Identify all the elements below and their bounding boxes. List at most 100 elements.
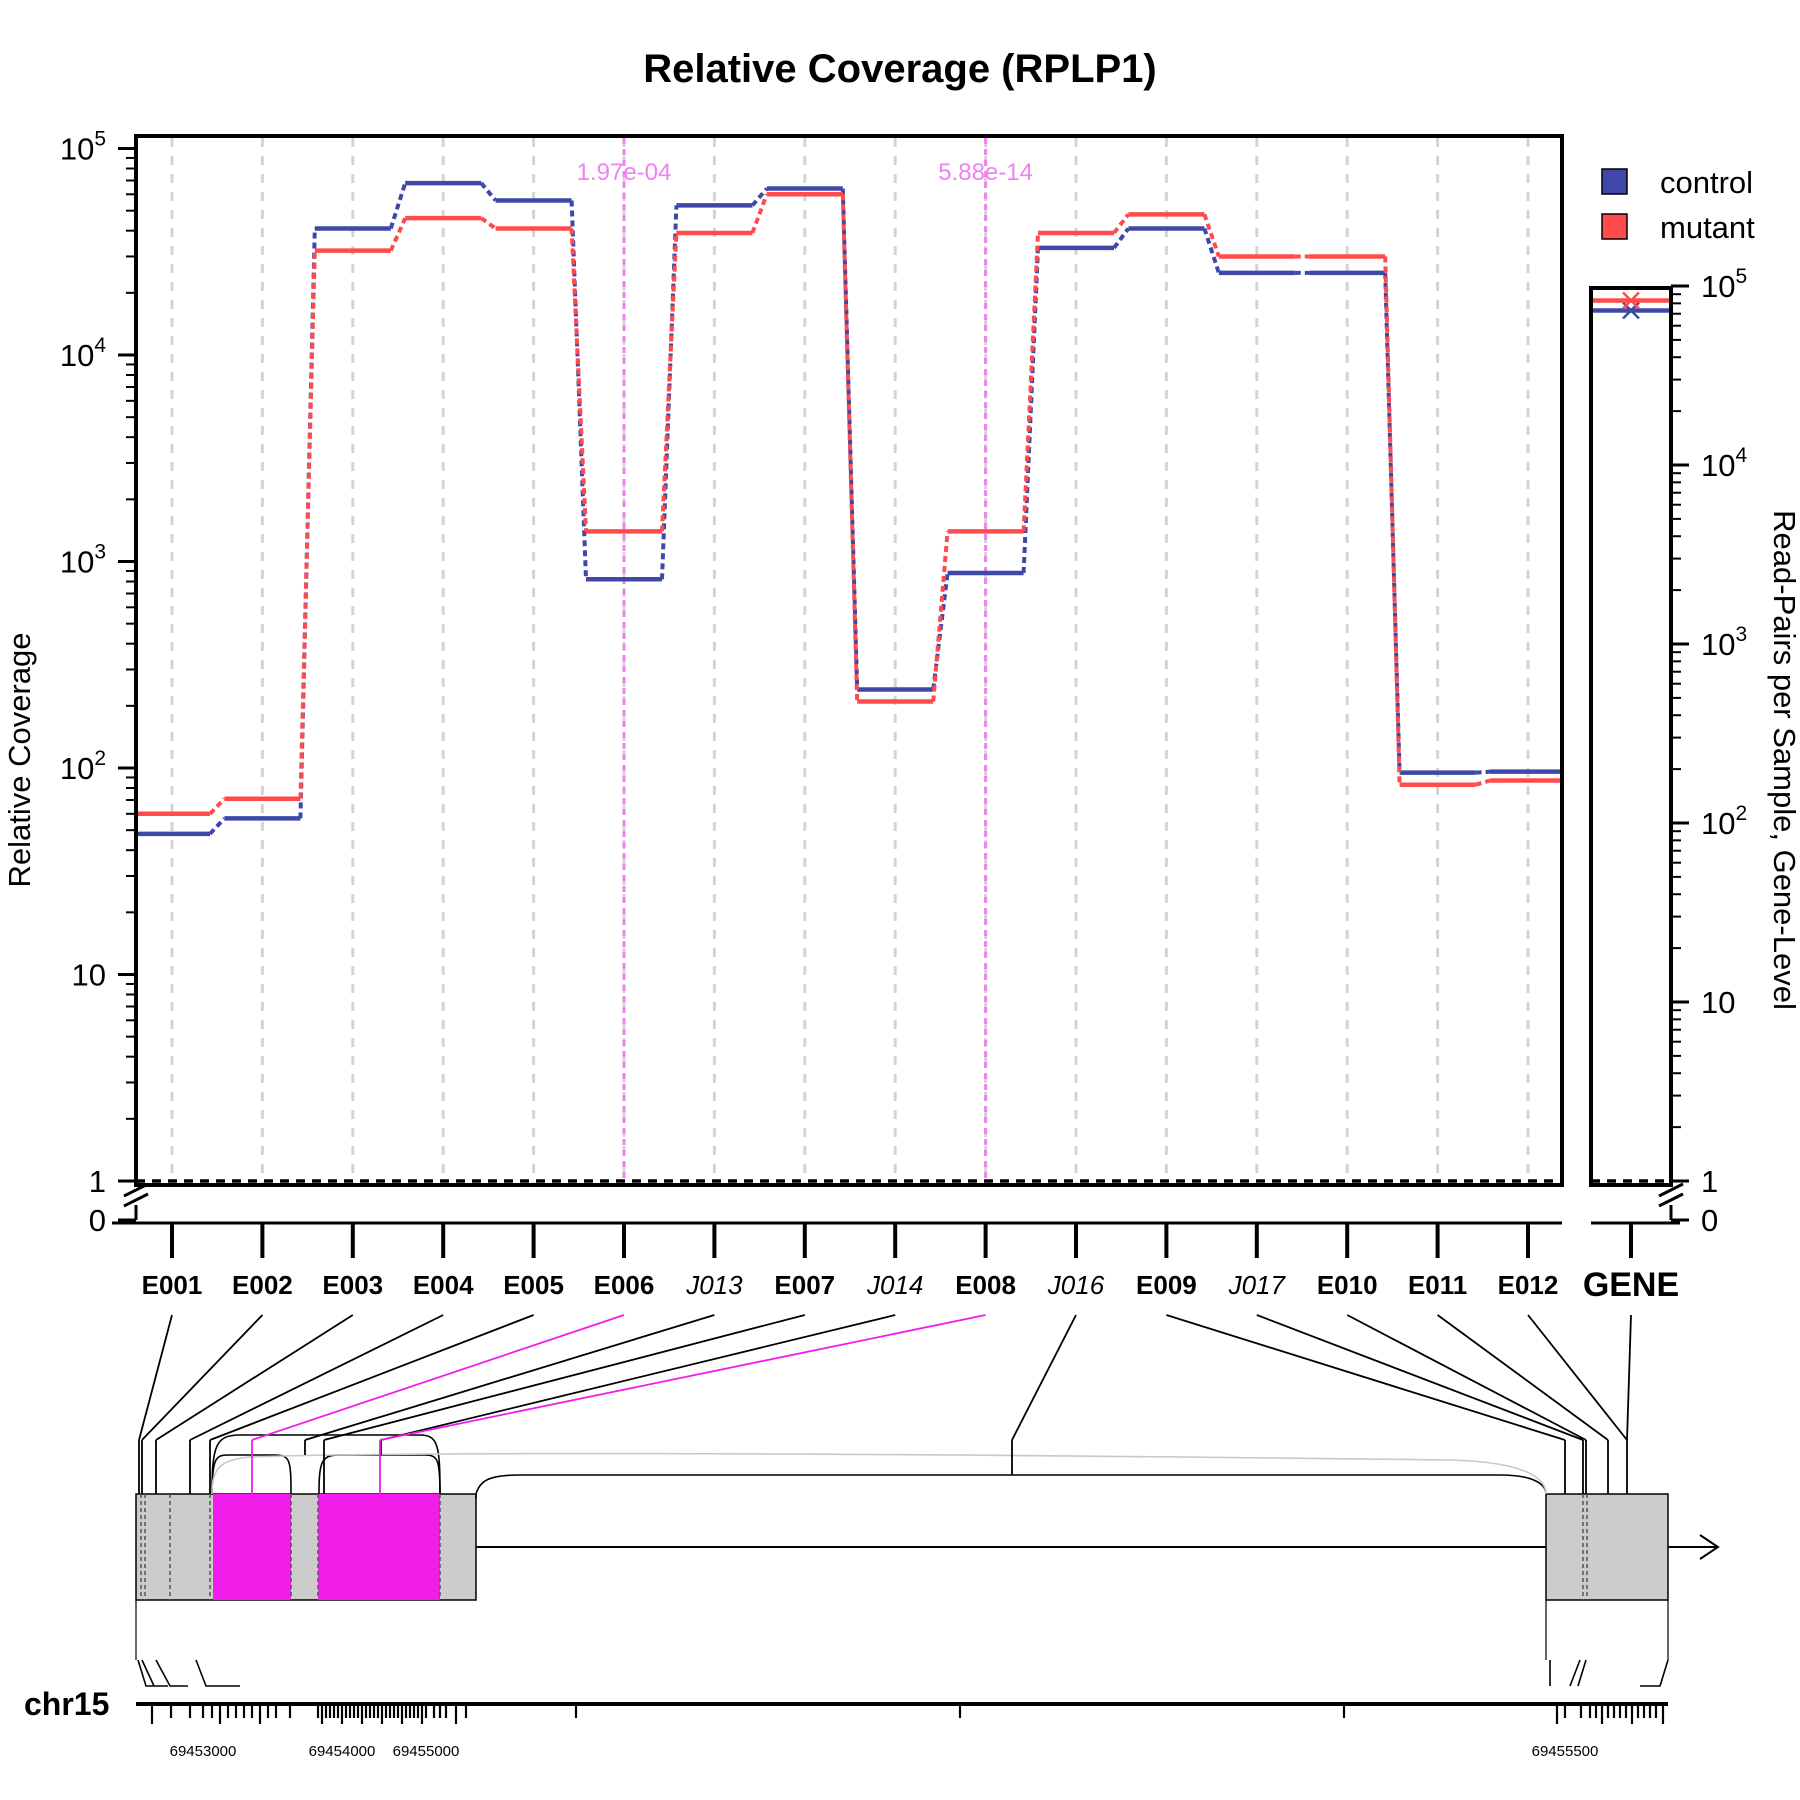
- y2-tick-label-6: 105: [1701, 265, 1747, 304]
- chromosome-label: chr15: [24, 1686, 109, 1722]
- genomic-ruler: chr15 69453000 69454000 69455000 6945550…: [24, 1600, 1669, 1760]
- mutant-step-e005: [569, 228, 588, 532]
- y2-tick-base-6: 10: [1701, 269, 1735, 304]
- y2-tick-exp-3: 2: [1735, 802, 1747, 825]
- connector-e001: [138, 1314, 173, 1441]
- feature-label-j013: J013: [685, 1270, 743, 1300]
- gene-panel-frame: [1589, 286, 1673, 1187]
- connector-e005: [209, 1314, 534, 1441]
- y2-tick-label-4: 103: [1701, 623, 1747, 662]
- y-tick-base-6: 10: [60, 132, 94, 167]
- y2-tick-label-2: 10: [1701, 985, 1735, 1020]
- control-step-e010: [1383, 272, 1402, 773]
- y-tick-label-6: 105: [60, 128, 106, 167]
- gene-model: [135, 1434, 1720, 1601]
- y2-tick-exp-4: 3: [1735, 623, 1747, 646]
- connector-j017: [1256, 1314, 1584, 1441]
- feature-label-e002: E002: [232, 1270, 293, 1300]
- y-axis-title: Relative Coverage: [2, 632, 37, 887]
- feature-axis: E001 E002 E003 E004 E005 E006 J013 E007 J014 E008…: [112, 1221, 1680, 1304]
- feature-label-e006: E006: [594, 1270, 655, 1300]
- feature-label-e003: E003: [322, 1270, 383, 1300]
- connector-e012: [1527, 1314, 1628, 1441]
- feature-label-gene: GENE: [1583, 1266, 1679, 1304]
- y-tick-label-1: 1: [89, 1164, 106, 1199]
- y2-tick-label-3: 102: [1701, 802, 1747, 841]
- exon-subdividers: [140, 1494, 1588, 1600]
- y-tick-label-5: 104: [60, 334, 106, 373]
- ruler-mapping-drops: [135, 1600, 1669, 1660]
- connector-j016: [1011, 1314, 1077, 1441]
- gene-point-mutant: [1622, 291, 1640, 310]
- y-axis-break: [123, 1182, 149, 1208]
- junction-arc-novel: [211, 1452, 1547, 1495]
- mutant-step-j014: [931, 531, 950, 702]
- y-tick-label-0: 0: [89, 1203, 106, 1238]
- mutant-step-e001: [208, 797, 226, 816]
- mutant-step-e004: [480, 216, 497, 231]
- mutant-step-j016: [1112, 213, 1130, 235]
- mutant-step-e007: [840, 194, 860, 702]
- y-tick-base-3: 10: [60, 751, 94, 786]
- connector-e010: [1346, 1314, 1587, 1441]
- y-tick-label-2: 10: [72, 958, 106, 993]
- gene-level-series: [1591, 291, 1671, 320]
- control-step-e001: [208, 817, 226, 836]
- mutant-step-e002: [298, 250, 317, 799]
- y2-axis-break: [1658, 1182, 1684, 1208]
- y-tick-base-4: 10: [60, 545, 94, 580]
- mutant-step-e009: [1202, 213, 1221, 258]
- control-step-e009: [1202, 227, 1221, 274]
- connector-e009: [1166, 1314, 1566, 1441]
- series-lines: [136, 180, 1562, 837]
- coord-label-3: 69455000: [393, 1743, 460, 1760]
- feature-label-e007: E007: [774, 1270, 835, 1300]
- mutant-step-e003: [388, 217, 408, 252]
- connector-e008: [379, 1314, 986, 1441]
- feature-label-e009: E009: [1136, 1270, 1197, 1300]
- control-step-j013: [750, 187, 769, 207]
- feature-label-e012: E012: [1498, 1270, 1559, 1300]
- y2-tick-base-4: 10: [1701, 627, 1735, 662]
- control-step-j016: [1112, 227, 1131, 250]
- mutant-step-e011: [1475, 778, 1491, 787]
- series-mutant: [136, 192, 1562, 817]
- legend-swatch-mutant: [1601, 213, 1628, 240]
- grid-lines: [170, 138, 1530, 1183]
- exon-block-right: [1545, 1493, 1669, 1601]
- feature-label-e011: E011: [1408, 1270, 1467, 1300]
- exon-block-e008: [318, 1494, 440, 1600]
- legend-swatch-control: [1601, 168, 1628, 195]
- y2-tick-exp-6: 5: [1735, 265, 1747, 288]
- y-tick-base-5: 10: [60, 338, 94, 373]
- feature-label-e001: E001: [142, 1270, 203, 1300]
- exon-block-e006: [213, 1494, 291, 1600]
- connector-j014: [380, 1314, 896, 1441]
- legend-label-mutant: mutant: [1660, 210, 1755, 245]
- control-step-e003: [388, 182, 408, 230]
- y2-tick-base-5: 10: [1701, 448, 1735, 483]
- y-tick-exp-4: 3: [94, 541, 106, 564]
- y2-tick-label-5: 104: [1701, 444, 1747, 483]
- y2-axis-title: Read-Pairs per Sample, Gene-Level: [1767, 510, 1800, 1010]
- connector-e003: [155, 1314, 354, 1441]
- y-tick-exp-6: 5: [94, 128, 106, 151]
- significance-highlights: 1.97e-04 5.88e-14: [577, 138, 1033, 1183]
- y2-tick-base-3: 10: [1701, 806, 1735, 841]
- feature-label-j016: J016: [1047, 1270, 1105, 1300]
- feature-label-e008: E008: [955, 1270, 1016, 1300]
- ruler-mapping-left: [137, 1659, 240, 1687]
- feature-label-e005: E005: [503, 1270, 564, 1300]
- connector-e006: [251, 1314, 625, 1441]
- control-step-e011: [1475, 769, 1491, 775]
- y2-tick-exp-5: 4: [1735, 444, 1747, 467]
- y-tick-label-3: 102: [60, 747, 106, 786]
- y2-tick-label-1: 1: [1701, 1164, 1718, 1199]
- chart-title: Relative Coverage (RPLP1): [643, 47, 1157, 91]
- mutant-step-e006: [660, 232, 679, 532]
- connector-e004: [189, 1314, 444, 1441]
- connector-e007: [323, 1314, 806, 1441]
